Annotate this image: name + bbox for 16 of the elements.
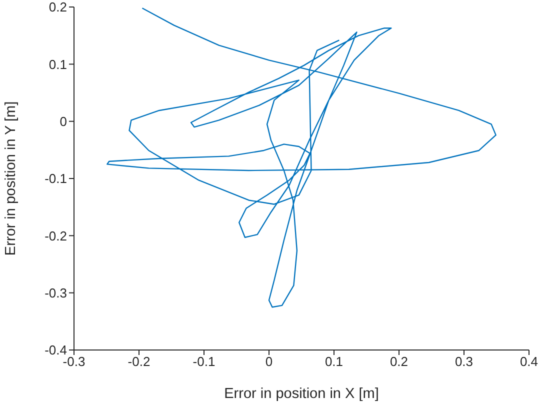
y-axis-title: Error in position in Y [m] (3, 101, 20, 256)
x-tick-label: 0.1 (324, 354, 344, 370)
x-tick-label: 0.3 (454, 354, 474, 370)
y-tick-label: -0.3 (44, 285, 67, 300)
x-tick-label: -0.2 (128, 354, 150, 370)
x-tick-label: 0.4 (520, 354, 538, 370)
x-tick-label: -0.1 (192, 354, 216, 370)
line-series (106, 8, 496, 308)
x-tick-label: 0 (265, 354, 273, 370)
y-tick-label: -0.1 (44, 171, 67, 186)
y-tick-label: 0.2 (48, 0, 67, 15)
y-tick-label: 0 (60, 114, 67, 129)
y-tick-label: -0.2 (44, 228, 67, 244)
x-tick-label: 0.2 (390, 354, 408, 370)
x-axis-title: Error in position in X [m] (224, 386, 379, 402)
y-tick-label: 0.1 (48, 56, 67, 72)
